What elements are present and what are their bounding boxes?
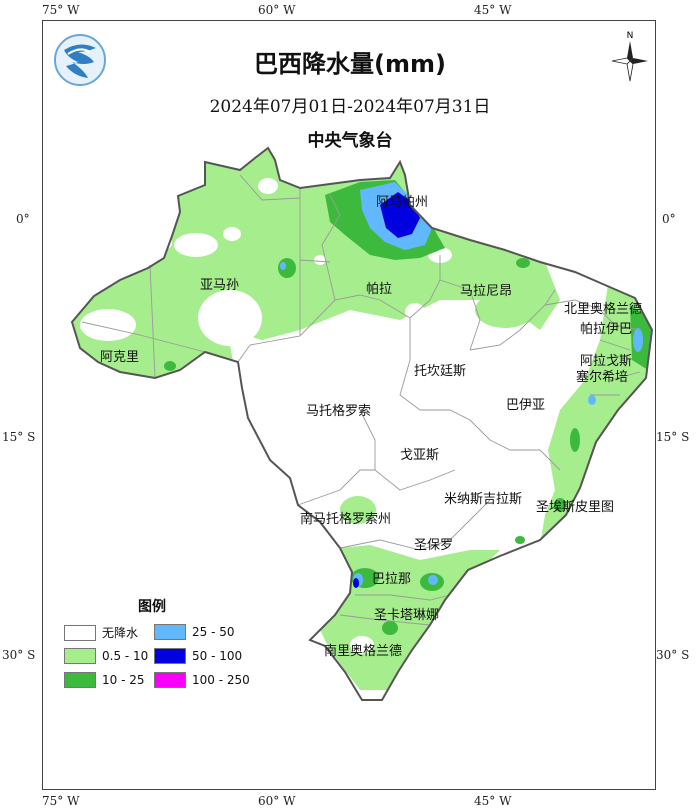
lat-label-right-30s: 30° S (656, 648, 690, 662)
legend-title: 图例 (138, 599, 166, 615)
legend-swatch (154, 648, 186, 664)
legend-item-none: 无降水 (64, 624, 138, 641)
lon-label-top-60w: 60° W (258, 3, 296, 17)
state-label-tocantins: 托坎廷斯 (414, 364, 467, 379)
state-label-maranhao: 马拉尼昂 (460, 284, 513, 299)
north-arrow-icon: N (611, 31, 648, 82)
state-label-alagoas: 阿拉戈斯 (580, 354, 633, 369)
state-label-rio-grande-do-sul: 南里奥格兰德 (324, 644, 403, 659)
state-label-amapa: 阿马帕州 (376, 195, 429, 210)
agency-name: 中央气象台 (307, 131, 393, 151)
legend-swatch (64, 648, 96, 664)
lon-label-bottom-60w: 60° W (258, 794, 296, 808)
legend-label: 25 - 50 (192, 625, 235, 639)
lon-label-top-75w: 75° W (42, 3, 80, 17)
date-range: 2024年07月01日-2024年07月31日 (209, 97, 491, 117)
state-label-bahia: 巴伊亚 (506, 398, 546, 413)
state-label-acre: 阿克里 (100, 350, 140, 365)
state-label-goias: 戈亚斯 (400, 448, 440, 463)
legend-swatch (64, 624, 96, 641)
state-label-amazonas: 亚马孙 (200, 278, 240, 293)
legend-item-25-50: 25 - 50 (154, 624, 235, 640)
legend-swatch (64, 672, 96, 688)
lat-label-left-0: 0° (16, 212, 30, 226)
map-title: 巴西降水量(mm) (254, 50, 446, 78)
lat-label-right-0: 0° (662, 212, 676, 226)
legend-label: 无降水 (102, 626, 139, 640)
legend-label: 10 - 25 (102, 673, 145, 687)
lon-label-top-45w: 45° W (474, 3, 512, 17)
map-frame (42, 20, 656, 790)
lon-label-bottom-75w: 75° W (42, 794, 80, 808)
legend-swatch (154, 624, 186, 640)
state-label-rio-grande-do-norte: 北里奥格兰德 (564, 302, 643, 317)
state-label-sergipe: 塞尔希培 (576, 370, 629, 385)
legend-label: 0.5 - 10 (102, 649, 149, 663)
legend-label: 50 - 100 (192, 649, 243, 663)
legend-swatch (154, 672, 186, 688)
legend-item-50-100: 50 - 100 (154, 648, 242, 664)
lon-label-bottom-45w: 45° W (474, 794, 512, 808)
cma-logo-icon (54, 34, 106, 86)
svg-text:N: N (627, 31, 634, 41)
state-label-para: 帕拉 (366, 282, 393, 297)
lat-label-right-15s: 15° S (656, 430, 690, 444)
state-label-parana: 巴拉那 (372, 572, 412, 587)
legend-item-10-25: 10 - 25 (64, 672, 145, 688)
lat-label-left-15s: 15° S (2, 430, 36, 444)
state-label-santa-catarina: 圣卡塔琳娜 (374, 608, 440, 623)
state-label-sao-paulo: 圣保罗 (414, 538, 454, 553)
state-label-mato-grosso-do-sul: 南马托格罗索州 (300, 512, 392, 527)
state-label-mato-grosso: 马托格罗索 (306, 404, 372, 419)
lat-label-left-30s: 30° S (2, 648, 36, 662)
legend-item-0-5-10: 0.5 - 10 (64, 648, 148, 664)
legend-label: 100 - 250 (192, 673, 250, 687)
state-label-paraiba: 帕拉伊巴 (580, 322, 633, 337)
state-label-espirito-santo: 圣埃斯皮里图 (536, 500, 615, 515)
state-label-minas-gerais: 米纳斯吉拉斯 (444, 492, 523, 507)
legend-item-100-250: 100 - 250 (154, 672, 250, 688)
